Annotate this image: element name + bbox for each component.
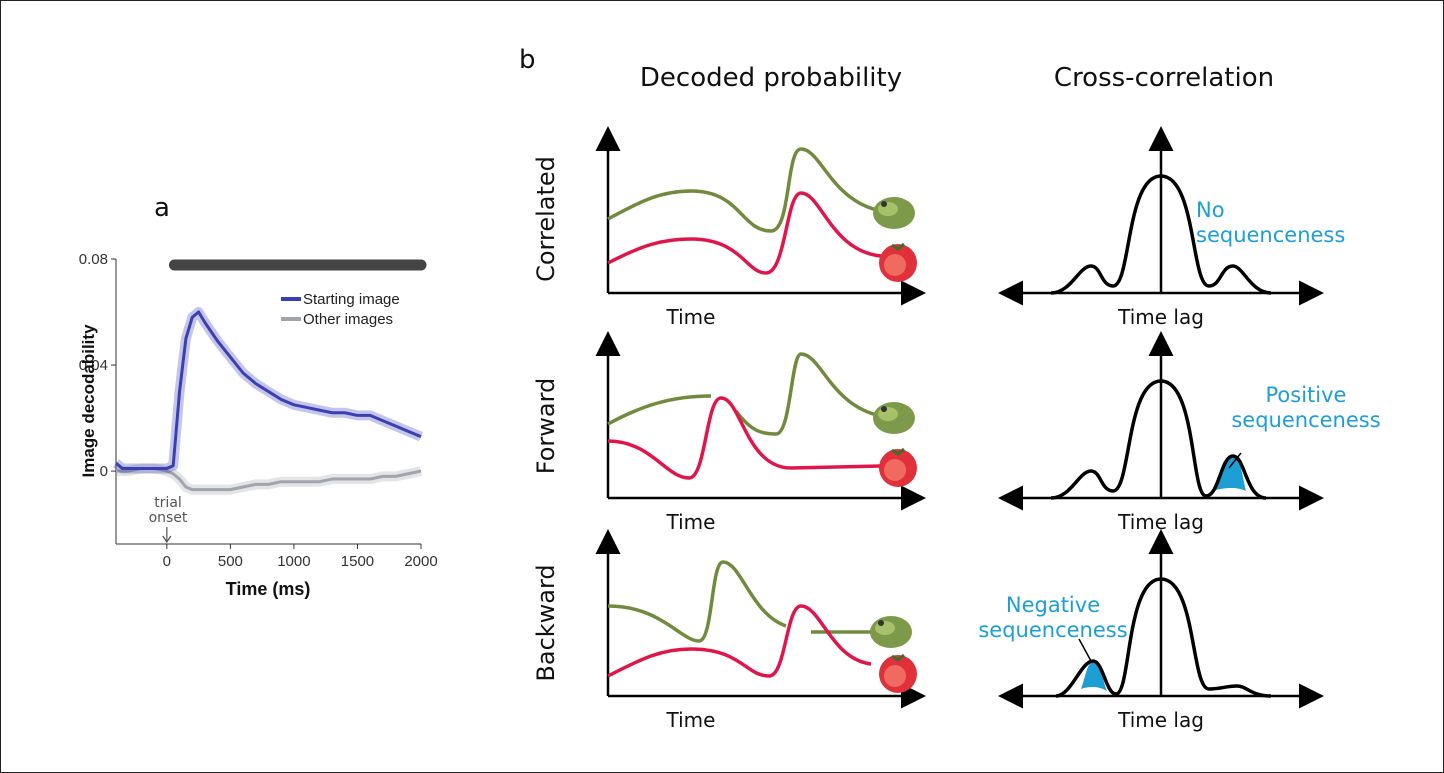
note: Positive sequenceness [1231,383,1381,432]
row-label: Backward [532,564,560,682]
x-label: Time [666,510,716,534]
x-axis-title: Time (ms) [225,579,311,599]
lag-label: Time lag [1118,708,1204,732]
series-line [116,466,422,492]
row-label: Correlated [532,156,560,282]
lag-label: Time lag [1118,305,1204,329]
annotation: trial onset [148,495,188,526]
x-tick-label: 1000 [277,553,310,570]
panel-label: b [519,45,536,75]
x-tick-label: 0 [163,553,171,570]
y-axis-title: Image decodability [79,324,98,478]
column-title: Cross-correlation [1053,63,1275,93]
x-tick-label: 500 [218,553,243,570]
y-tick-label: 0.04 [79,357,108,374]
onset-arrowhead [162,535,172,544]
xcorr-row [998,529,1324,709]
x-label: Time [666,708,716,732]
x-tick-label: 2000 [404,553,437,570]
xcorr-row [998,331,1324,511]
legend-label: Other images [303,311,393,328]
x-tick-label: 1500 [341,553,374,570]
series-line [115,310,422,470]
note: Negative sequenceness [978,593,1128,642]
column-title: Decoded probability [639,63,903,93]
y-tick-label: 0 [100,463,108,480]
panel-label: a [154,193,170,223]
note: No sequenceness [1196,198,1346,247]
legend-label: Starting image [303,291,400,308]
decoded-row [595,529,926,709]
y-tick-label: 0.08 [79,251,108,268]
lag-label: Time lag [1118,510,1204,534]
row-label: Forward [532,377,560,475]
decoded-row [595,126,926,306]
x-label: Time [666,305,716,329]
decoded-row [595,331,926,511]
xcorr-row [998,126,1324,306]
